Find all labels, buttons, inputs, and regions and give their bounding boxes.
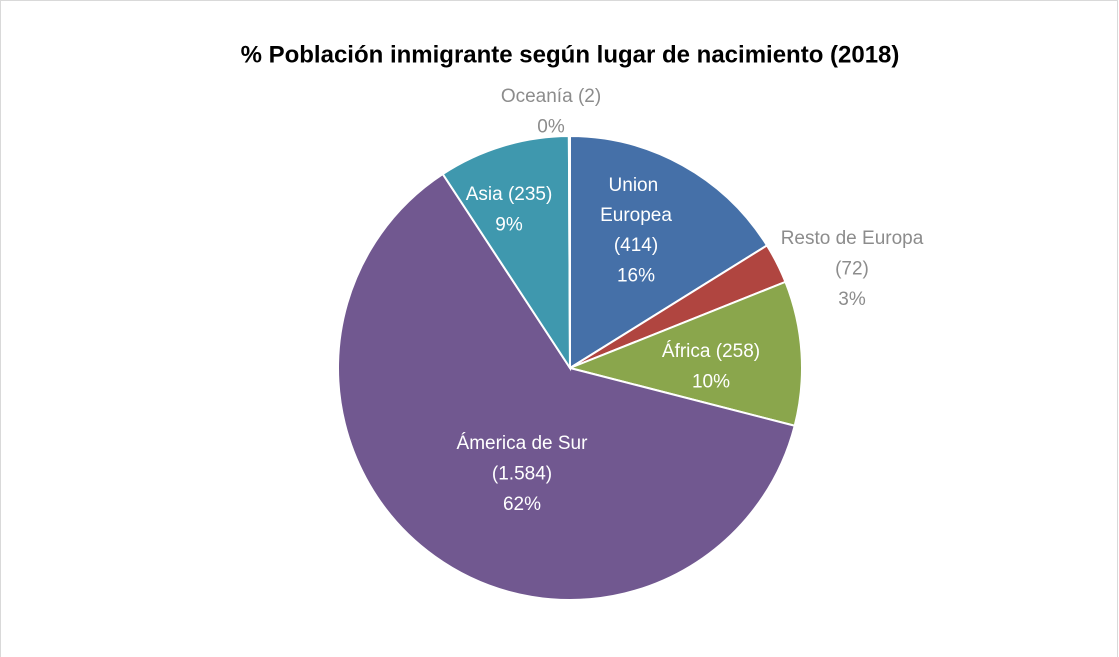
data-label: (72) (835, 259, 869, 280)
slice-name: Resto de Europa (781, 228, 924, 249)
percent-label: 62% (503, 494, 541, 515)
data-label: (2) (578, 86, 601, 107)
chart-title: % Población inmigrante según lugar de na… (241, 41, 900, 68)
data-label: (258) (716, 341, 760, 362)
data-label: (414) (614, 235, 658, 256)
pie-slice (566, 280, 803, 427)
pie-slice (569, 134, 769, 370)
slice-name: Oceanía (501, 86, 573, 107)
percent-label: 9% (495, 215, 523, 236)
slice-name: Union Europea (600, 175, 672, 226)
slice-label: Oceanía (2) (501, 86, 601, 107)
percent-label: 3% (838, 289, 866, 310)
pie-slice (337, 172, 796, 601)
pie-slice (567, 134, 571, 369)
data-label: (235) (508, 184, 552, 205)
percent-label: 0% (537, 117, 565, 138)
percent-label: 16% (617, 266, 655, 287)
slice-name: Ámerica de Sur (457, 433, 589, 454)
slice-label: África (258) (662, 341, 760, 362)
data-label: (1.584) (492, 464, 552, 485)
slice-name: Asia (466, 184, 503, 205)
percent-label: 10% (692, 372, 730, 393)
slice-name: África (662, 341, 711, 362)
slice-label: Asia (235) (466, 184, 553, 205)
pie-slice (441, 134, 572, 372)
